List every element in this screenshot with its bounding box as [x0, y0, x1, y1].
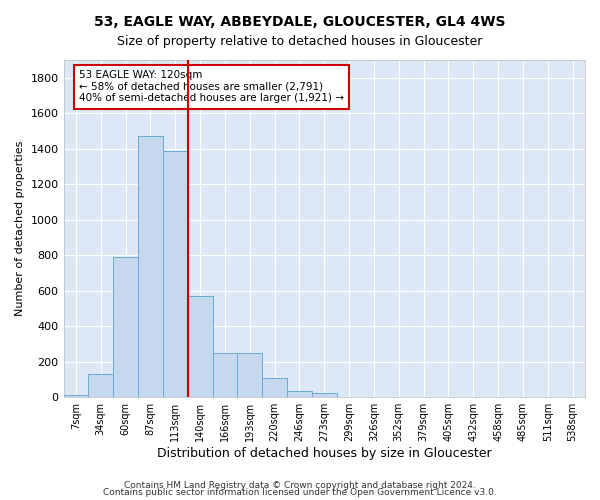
Y-axis label: Number of detached properties: Number of detached properties: [15, 141, 25, 316]
Text: 53, EAGLE WAY, ABBEYDALE, GLOUCESTER, GL4 4WS: 53, EAGLE WAY, ABBEYDALE, GLOUCESTER, GL…: [94, 15, 506, 29]
Bar: [113, 257, 138, 397]
Bar: [88, 374, 113, 397]
Text: 53 EAGLE WAY: 120sqm
← 58% of detached houses are smaller (2,791)
40% of semi-de: 53 EAGLE WAY: 120sqm ← 58% of detached h…: [79, 70, 344, 103]
Bar: [238, 353, 262, 397]
Text: Contains HM Land Registry data © Crown copyright and database right 2024.: Contains HM Land Registry data © Crown c…: [124, 480, 476, 490]
Bar: [262, 378, 287, 397]
Bar: [188, 296, 212, 397]
Bar: [212, 353, 238, 397]
Bar: [312, 393, 337, 397]
Text: Contains public sector information licensed under the Open Government Licence v3: Contains public sector information licen…: [103, 488, 497, 497]
Text: Size of property relative to detached houses in Gloucester: Size of property relative to detached ho…: [118, 35, 482, 48]
Bar: [163, 150, 188, 397]
Bar: [287, 391, 312, 397]
Bar: [64, 395, 88, 397]
Bar: [138, 136, 163, 397]
X-axis label: Distribution of detached houses by size in Gloucester: Distribution of detached houses by size …: [157, 447, 491, 460]
